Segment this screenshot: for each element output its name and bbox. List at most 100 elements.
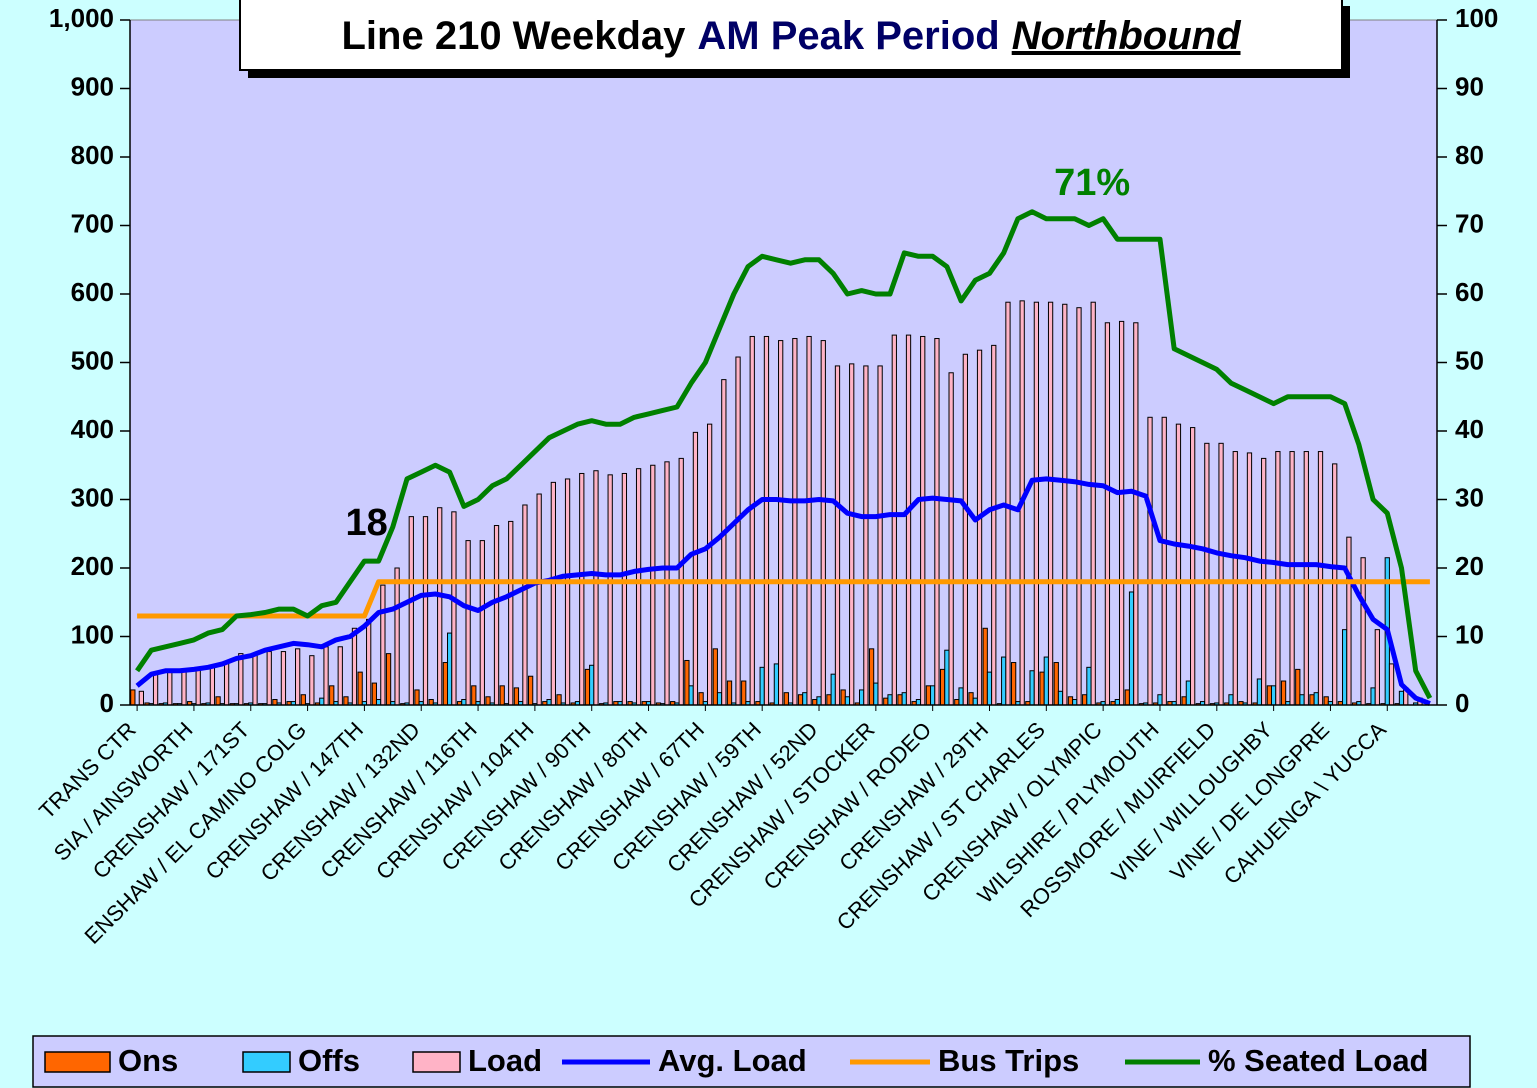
bar <box>792 338 798 706</box>
bar <box>840 689 846 706</box>
bar <box>238 653 244 706</box>
bar <box>1323 696 1329 706</box>
legend-label: Ons <box>118 1043 178 1078</box>
bar <box>958 687 964 706</box>
bar <box>451 511 457 706</box>
bar <box>437 507 443 706</box>
bar <box>209 664 216 706</box>
bar <box>948 372 954 706</box>
bar <box>1067 696 1074 706</box>
bar <box>834 365 841 706</box>
bar <box>337 646 343 706</box>
bar <box>1011 662 1017 706</box>
bar <box>414 689 420 706</box>
bar <box>1033 301 1040 706</box>
bar <box>319 697 325 706</box>
bar <box>939 668 946 706</box>
chart-title: Line 210 Weekday AM Peak Period Northbound <box>341 14 1242 58</box>
bar <box>1299 694 1305 706</box>
y2-tick-label: 90 <box>1455 71 1484 101</box>
annotation: 71% <box>1054 162 1130 204</box>
bar <box>925 685 932 706</box>
bar <box>934 338 940 706</box>
bar <box>351 627 358 706</box>
bar <box>167 671 173 706</box>
bar <box>471 685 477 706</box>
bar <box>485 696 491 706</box>
y2-tick-label: 20 <box>1455 551 1484 581</box>
y-tick-label: 200 <box>71 551 114 581</box>
bar <box>688 685 694 706</box>
bar <box>522 504 528 706</box>
bar <box>877 365 883 706</box>
bar <box>1256 678 1263 706</box>
bar <box>371 682 377 706</box>
y-tick-label: 1,000 <box>49 3 114 33</box>
legend-label: % Seated Load <box>1208 1043 1429 1078</box>
annotation: 18 <box>345 502 387 544</box>
bar <box>883 697 889 706</box>
bar <box>138 690 144 706</box>
bar <box>357 671 363 706</box>
bar <box>726 680 733 706</box>
bar <box>195 666 201 706</box>
y-tick-label: 800 <box>71 140 114 170</box>
legend-label: Avg. Load <box>658 1043 807 1078</box>
bar <box>1332 463 1338 706</box>
bar <box>982 627 988 706</box>
bar <box>706 423 713 706</box>
bar <box>550 481 556 706</box>
line <box>135 209 1433 700</box>
bar <box>863 365 869 706</box>
bar <box>1147 416 1153 706</box>
bar <box>556 694 562 706</box>
legend-label: Offs <box>298 1043 360 1078</box>
bar <box>1313 692 1319 706</box>
bar <box>1190 427 1196 706</box>
bar <box>295 648 301 706</box>
bar <box>181 668 187 706</box>
bar <box>897 694 903 706</box>
bar <box>778 340 784 706</box>
bar <box>797 694 804 706</box>
legend-label: Load <box>468 1043 542 1078</box>
bar <box>773 663 780 706</box>
bar <box>806 335 812 706</box>
bar <box>826 694 832 706</box>
y2-tick-label: 70 <box>1455 208 1484 238</box>
bar <box>1133 322 1139 706</box>
bar <box>589 664 595 706</box>
bar <box>1029 670 1035 706</box>
bar <box>849 363 855 706</box>
bar <box>698 692 704 706</box>
bar <box>1246 452 1253 706</box>
bar <box>527 675 534 706</box>
title-period: AM Peak Period <box>697 14 999 58</box>
bar <box>873 682 879 706</box>
bar <box>741 680 747 706</box>
line <box>135 476 1431 706</box>
title-direction: Northbound <box>1012 14 1242 58</box>
bar <box>513 687 520 706</box>
bar <box>1114 699 1120 706</box>
bar <box>375 699 382 706</box>
bar <box>1370 687 1376 706</box>
bar <box>461 699 467 706</box>
bar <box>650 464 656 706</box>
bar <box>1388 663 1395 706</box>
bar <box>868 648 875 706</box>
bar <box>442 662 449 706</box>
bar <box>1124 689 1130 706</box>
bar <box>712 648 718 706</box>
bar <box>380 584 386 706</box>
bar <box>1090 301 1096 706</box>
x-tick-label: TRANS CTR <box>34 717 141 824</box>
bar <box>607 474 613 706</box>
bar <box>692 431 699 706</box>
bar <box>1374 629 1380 706</box>
bar <box>272 699 278 706</box>
bar <box>1275 451 1281 706</box>
bar <box>252 653 258 706</box>
bar <box>1346 536 1352 706</box>
